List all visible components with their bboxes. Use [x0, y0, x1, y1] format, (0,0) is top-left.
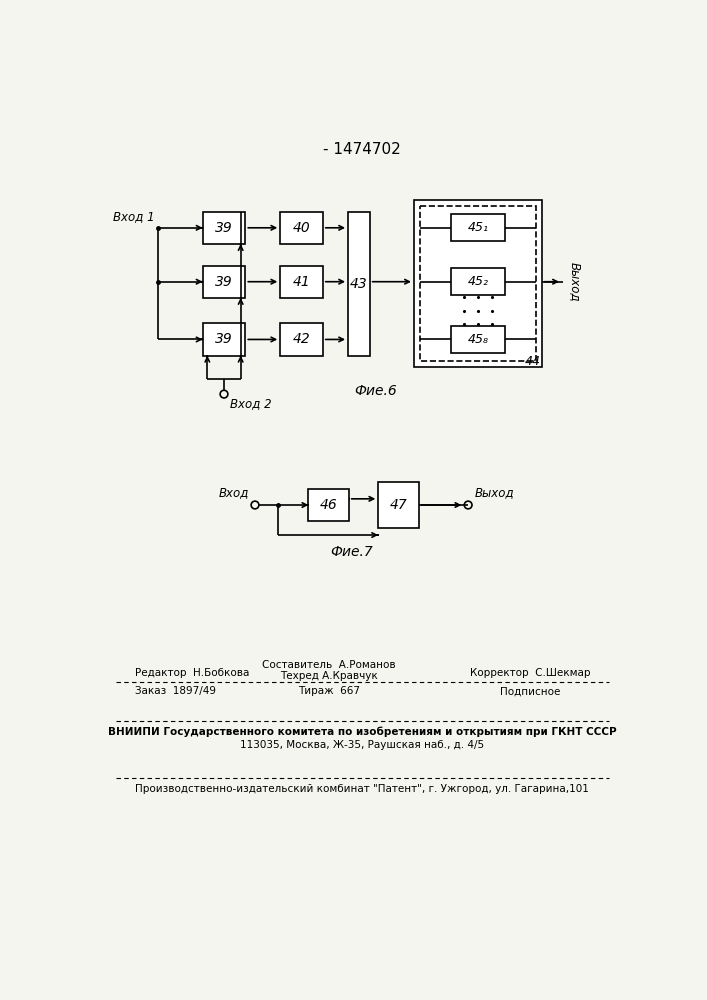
- Bar: [203, 266, 245, 298]
- Text: Составитель  А.Романов: Составитель А.Романов: [262, 660, 395, 670]
- Text: 42: 42: [293, 332, 310, 346]
- Text: 46: 46: [320, 498, 337, 512]
- Bar: [280, 266, 323, 298]
- Bar: [420, 206, 535, 361]
- Text: 39: 39: [215, 275, 233, 289]
- Text: Тираж  667: Тираж 667: [298, 686, 360, 696]
- Text: Вход 2: Вход 2: [230, 397, 271, 410]
- Bar: [203, 212, 245, 244]
- Text: 39: 39: [215, 332, 233, 346]
- Bar: [414, 200, 542, 367]
- Bar: [450, 268, 505, 295]
- Text: 43: 43: [350, 277, 368, 291]
- Text: Редактор  Н.Бобкова: Редактор Н.Бобкова: [135, 668, 250, 678]
- Text: ВНИИПИ Государственного комитета по изобретениям и открытиям при ГКНТ СССР: ВНИИПИ Государственного комитета по изоб…: [107, 726, 617, 737]
- Bar: [450, 326, 505, 353]
- Text: Фие.6: Фие.6: [354, 384, 397, 398]
- Bar: [280, 212, 323, 244]
- Text: 45₁: 45₁: [467, 221, 489, 234]
- Bar: [203, 323, 245, 356]
- Text: - 1474702: - 1474702: [323, 142, 401, 157]
- Bar: [280, 323, 323, 356]
- Bar: [378, 482, 419, 528]
- Text: 41: 41: [293, 275, 310, 289]
- Bar: [308, 489, 349, 521]
- Text: Выход: Выход: [474, 486, 514, 499]
- Bar: [450, 214, 505, 241]
- Text: Выход: Выход: [568, 262, 581, 302]
- Text: 40: 40: [293, 221, 310, 235]
- Text: Подписное: Подписное: [500, 686, 561, 696]
- Text: Заказ  1897/49: Заказ 1897/49: [135, 686, 216, 696]
- Text: 45₈: 45₈: [467, 333, 489, 346]
- Text: Производственно-издательский комбинат "Патент", г. Ужгород, ул. Гагарина,101: Производственно-издательский комбинат "П…: [135, 784, 589, 794]
- Text: 44: 44: [525, 355, 540, 368]
- Text: Вход 1: Вход 1: [113, 210, 155, 223]
- Text: 113035, Москва, Ж-35, Раушская наб., д. 4/5: 113035, Москва, Ж-35, Раушская наб., д. …: [240, 740, 484, 750]
- Text: Фие.7: Фие.7: [330, 545, 373, 559]
- Text: 45₂: 45₂: [467, 275, 489, 288]
- Text: 47: 47: [390, 498, 407, 512]
- Text: Вход: Вход: [218, 486, 249, 499]
- Text: Корректор  С.Шекмар: Корректор С.Шекмар: [470, 668, 590, 678]
- Text: Техред А.Кравчук: Техред А.Кравчук: [280, 671, 378, 681]
- Bar: [348, 212, 370, 356]
- Text: 39: 39: [215, 221, 233, 235]
